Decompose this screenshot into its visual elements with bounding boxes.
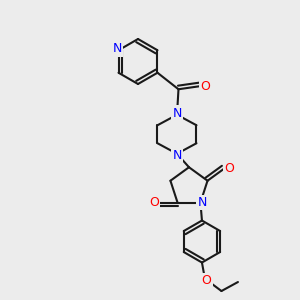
Text: N: N: [197, 196, 207, 209]
Text: O: O: [224, 162, 234, 175]
Text: O: O: [200, 80, 210, 93]
Text: N: N: [172, 107, 182, 120]
Text: O: O: [149, 196, 159, 209]
Text: N: N: [112, 42, 122, 55]
Text: O: O: [202, 274, 212, 287]
Text: N: N: [172, 149, 182, 162]
